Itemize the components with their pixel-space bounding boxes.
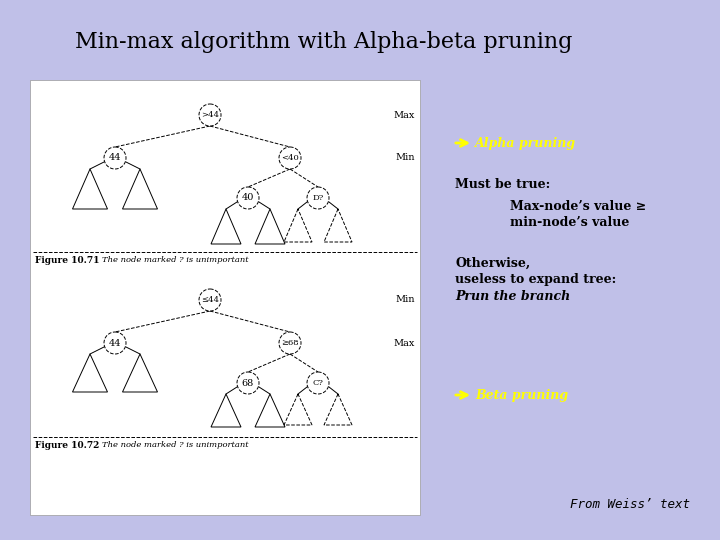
Circle shape [237,372,259,394]
Text: C?: C? [312,379,323,387]
Text: Max-node’s value ≥: Max-node’s value ≥ [510,200,647,213]
Text: 44: 44 [109,339,121,348]
Text: From Weiss’ text: From Weiss’ text [570,498,690,511]
Text: Must be true:: Must be true: [455,179,550,192]
Circle shape [307,372,329,394]
Text: Prun the branch: Prun the branch [455,289,570,302]
Text: D?: D? [312,194,323,202]
Circle shape [104,332,126,354]
Text: <40: <40 [281,154,299,162]
Text: Figure 10.71: Figure 10.71 [35,256,99,265]
Circle shape [237,187,259,209]
Text: Min: Min [395,295,415,305]
FancyBboxPatch shape [30,80,420,515]
Circle shape [199,289,221,311]
Text: Min: Min [395,153,415,163]
Text: Beta pruning: Beta pruning [475,388,568,402]
Text: ≥68: ≥68 [282,339,299,347]
Text: Alpha pruning: Alpha pruning [475,137,576,150]
Circle shape [199,104,221,126]
Text: useless to expand tree:: useless to expand tree: [455,273,616,286]
Circle shape [104,147,126,169]
Text: Max: Max [394,339,415,348]
Text: Figure 10.72: Figure 10.72 [35,441,99,450]
Text: Min-max algorithm with Alpha-beta pruning: Min-max algorithm with Alpha-beta prunin… [75,31,572,53]
Circle shape [307,187,329,209]
Text: Max: Max [394,111,415,119]
Text: >44: >44 [201,111,219,119]
Text: 68: 68 [242,379,254,388]
Text: ≤44: ≤44 [201,296,219,304]
Text: The node marked ? is unimportant: The node marked ? is unimportant [102,256,248,264]
Circle shape [279,332,301,354]
Circle shape [279,147,301,169]
Text: Otherwise,: Otherwise, [455,256,530,269]
Text: 40: 40 [242,193,254,202]
Text: min-node’s value: min-node’s value [510,217,629,230]
Text: 44: 44 [109,153,121,163]
Text: The node marked ? is unimportant: The node marked ? is unimportant [102,441,248,449]
